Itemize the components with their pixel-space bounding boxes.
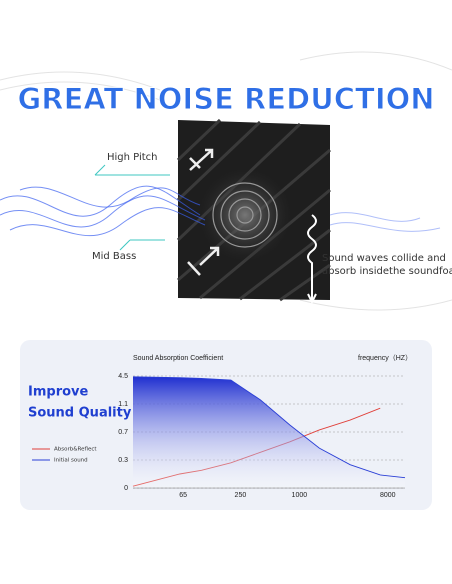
x-tick-label: 250	[235, 492, 247, 499]
area	[133, 376, 405, 488]
y-tick-label: 0.7	[118, 429, 128, 436]
sound-wave	[0, 185, 441, 237]
legend-label: Absorb&Reflect	[54, 447, 97, 453]
x-tick-label: 65	[179, 492, 187, 499]
title: GREAT NOISE REDUCTION	[17, 82, 434, 116]
x-axis-title: frequency（HZ）	[358, 354, 412, 362]
callout: Sound waves collide and	[322, 253, 446, 264]
headline: Improve	[28, 385, 89, 400]
callout: Mid Bass	[92, 251, 136, 262]
x-tick-label: 8000	[380, 492, 396, 499]
headline: Sound Quality	[28, 406, 132, 421]
y-tick-label: 4.5	[118, 373, 128, 380]
callout: High Pitch	[107, 152, 158, 163]
y-tick-label: 1.1	[118, 401, 128, 408]
y-axis-title: Sound Absorption Coefficient	[133, 355, 223, 362]
callout: absorb insidethe soundfoam.	[322, 266, 452, 277]
legend-label: Initial sound	[54, 458, 88, 464]
line	[132, 376, 406, 479]
callout-line	[94, 164, 170, 251]
y-tick-label: 0.3	[118, 457, 128, 464]
background-lines	[0, 51, 452, 311]
plot: 0 0.3 0.7 1.1 4.5 65 250 1000 8000 Absorb&Reflect…	[32, 373, 406, 499]
y-tick-label: 0	[124, 485, 128, 492]
foam	[176, 118, 331, 305]
x-tick-label: 1000	[292, 492, 308, 499]
